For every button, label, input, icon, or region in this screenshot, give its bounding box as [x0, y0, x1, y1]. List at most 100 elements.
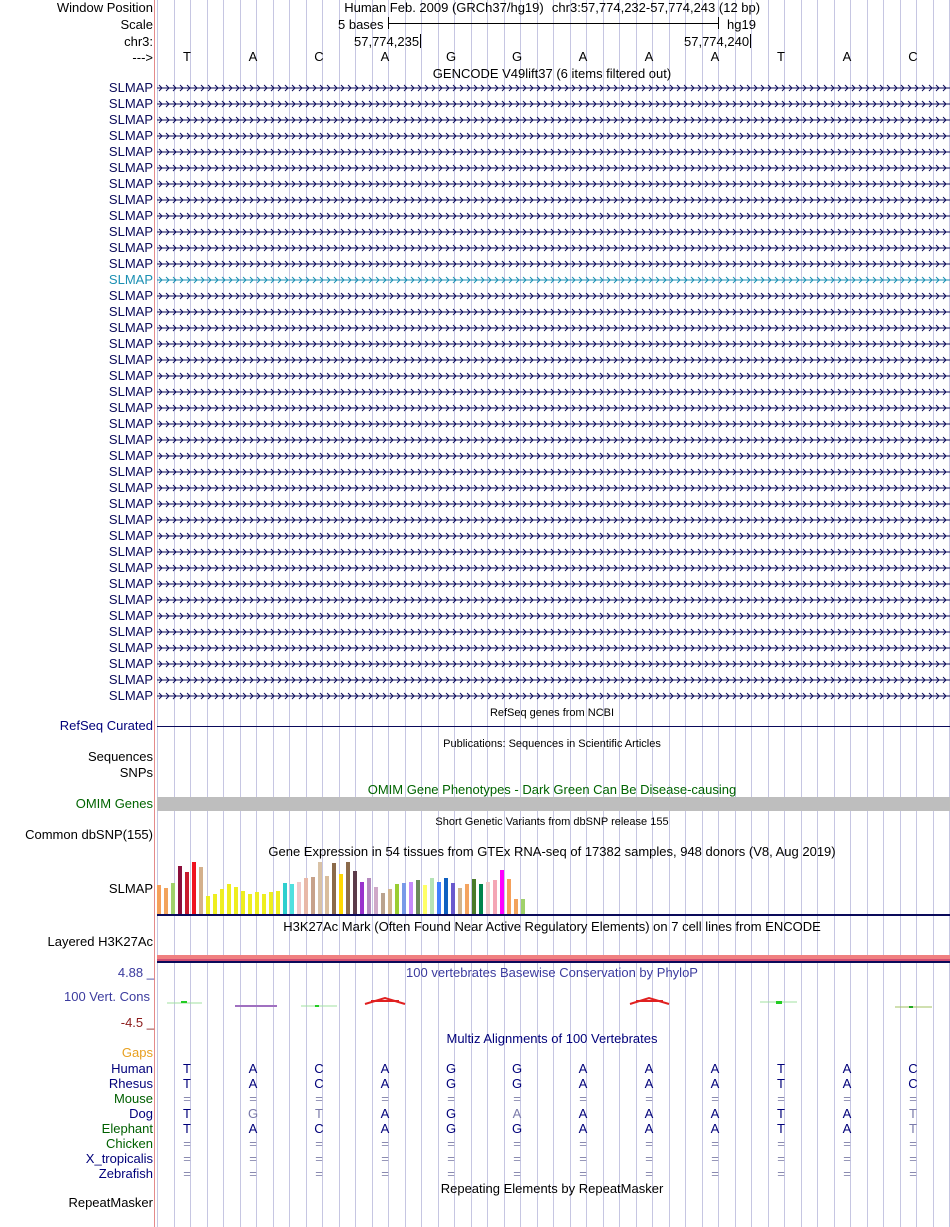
gene-transcript[interactable]: [157, 400, 950, 416]
gene-transcript[interactable]: [157, 528, 950, 544]
gene-label[interactable]: SLMAP: [108, 176, 153, 191]
gtex-tissue-bar[interactable]: [521, 899, 525, 915]
gene-label[interactable]: SLMAP: [108, 352, 153, 367]
gene-transcript[interactable]: [157, 432, 950, 448]
dbsnp-title[interactable]: Short Genetic Variants from dbSNP releas…: [435, 816, 669, 828]
gtex-tissue-bar[interactable]: [269, 892, 273, 915]
gene-transcript[interactable]: [157, 304, 950, 320]
gtex-tissue-bar[interactable]: [409, 882, 413, 915]
gene-transcript[interactable]: [157, 384, 950, 400]
gtex-tissue-bar[interactable]: [388, 889, 392, 915]
refseq-title[interactable]: RefSeq genes from NCBI: [489, 707, 615, 719]
gtex-tissue-bar[interactable]: [164, 888, 168, 915]
gtex-tissue-bar[interactable]: [472, 879, 476, 915]
gtex-tissue-bar[interactable]: [262, 894, 266, 915]
gene-label[interactable]: SLMAP: [108, 192, 153, 207]
omim-bar[interactable]: [157, 797, 950, 811]
gene-label[interactable]: SLMAP: [108, 160, 153, 175]
gtex-tissue-bar[interactable]: [276, 891, 280, 915]
gtex-tissue-bar[interactable]: [479, 884, 483, 915]
gtex-tissue-bar[interactable]: [395, 884, 399, 915]
gene-label[interactable]: SLMAP: [108, 96, 153, 111]
gene-label[interactable]: SLMAP: [108, 496, 153, 511]
h3k27ac-signal[interactable]: [157, 955, 950, 959]
species-label[interactable]: X_tropicalis: [85, 1151, 153, 1166]
gene-label[interactable]: SLMAP: [108, 384, 153, 399]
gtex-tissue-bar[interactable]: [255, 892, 259, 915]
gene-label[interactable]: SLMAP: [108, 688, 153, 703]
gtex-tissue-bar[interactable]: [297, 882, 301, 915]
gene-label[interactable]: SLMAP: [108, 304, 153, 319]
gene-label[interactable]: SLMAP: [108, 240, 153, 255]
gene-label[interactable]: SLMAP: [108, 80, 153, 95]
gene-label[interactable]: SLMAP: [108, 416, 153, 431]
gtex-tissue-bar[interactable]: [171, 883, 175, 915]
repeatmasker-label[interactable]: RepeatMasker: [68, 1195, 153, 1210]
gene-transcript[interactable]: [157, 272, 950, 288]
gtex-title[interactable]: Gene Expression in 54 tissues from GTEx …: [268, 844, 836, 859]
gene-label[interactable]: SLMAP: [108, 224, 153, 239]
gene-transcript[interactable]: [157, 480, 950, 496]
gene-transcript[interactable]: [157, 352, 950, 368]
gene-label[interactable]: SLMAP: [108, 432, 153, 447]
species-label[interactable]: Human: [111, 1061, 153, 1076]
gtex-tissue-bar[interactable]: [157, 885, 161, 915]
gene-transcript[interactable]: [157, 512, 950, 528]
sequences-label[interactable]: Sequences: [87, 749, 153, 764]
gene-transcript[interactable]: [157, 288, 950, 304]
gtex-tissue-bar[interactable]: [283, 883, 287, 915]
gene-label[interactable]: SLMAP: [108, 480, 153, 495]
gtex-tissue-bar[interactable]: [416, 880, 420, 915]
gene-label[interactable]: SLMAP: [108, 512, 153, 527]
gene-transcript[interactable]: [157, 192, 950, 208]
gene-transcript[interactable]: [157, 416, 950, 432]
gtex-tissue-bar[interactable]: [507, 879, 511, 915]
gtex-tissue-bar[interactable]: [206, 896, 210, 915]
repeatmasker-title[interactable]: Repeating Elements by RepeatMasker: [440, 1181, 664, 1196]
gtex-tissue-bar[interactable]: [486, 882, 490, 915]
gtex-tissue-bar[interactable]: [192, 862, 196, 915]
gene-transcript[interactable]: [157, 672, 950, 688]
gtex-tissue-bar[interactable]: [346, 862, 350, 915]
gene-label[interactable]: SLMAP: [108, 656, 153, 671]
gene-transcript[interactable]: [157, 624, 950, 640]
gene-transcript[interactable]: [157, 224, 950, 240]
gtex-tissue-bar[interactable]: [178, 866, 182, 915]
omim-label[interactable]: OMIM Genes: [75, 796, 153, 811]
gtex-tissue-bar[interactable]: [381, 893, 385, 915]
publications-title[interactable]: Publications: Sequences in Scientific Ar…: [443, 738, 661, 750]
gene-label[interactable]: SLMAP: [108, 336, 153, 351]
gene-transcript[interactable]: [157, 656, 950, 672]
gtex-tissue-bar[interactable]: [367, 878, 371, 915]
gene-label[interactable]: SLMAP: [108, 544, 153, 559]
gene-label[interactable]: SLMAP: [108, 400, 153, 415]
gtex-label[interactable]: SLMAP: [108, 881, 153, 896]
gene-transcript[interactable]: [157, 112, 950, 128]
species-label[interactable]: Rhesus: [108, 1076, 153, 1091]
gtex-tissue-bar[interactable]: [234, 887, 238, 915]
gene-label[interactable]: SLMAP: [108, 128, 153, 143]
gtex-tissue-bar[interactable]: [402, 883, 406, 915]
gtex-tissue-bar[interactable]: [311, 877, 315, 915]
gtex-tissue-bar[interactable]: [290, 884, 294, 915]
gene-transcript[interactable]: [157, 464, 950, 480]
gene-transcript[interactable]: [157, 560, 950, 576]
gtex-tissue-bar[interactable]: [227, 884, 231, 915]
gtex-tissue-bar[interactable]: [220, 889, 224, 915]
gene-label[interactable]: SLMAP: [108, 256, 153, 271]
species-label[interactable]: Dog: [129, 1106, 153, 1121]
gene-label[interactable]: SLMAP: [108, 624, 153, 639]
gene-label[interactable]: SLMAP: [108, 560, 153, 575]
gene-transcript[interactable]: [157, 256, 950, 272]
gene-label[interactable]: SLMAP: [108, 208, 153, 223]
gene-transcript[interactable]: [157, 208, 950, 224]
gene-transcript[interactable]: [157, 160, 950, 176]
gene-label[interactable]: SLMAP: [108, 464, 153, 479]
gene-transcript[interactable]: [157, 368, 950, 384]
gtex-tissue-bar[interactable]: [199, 867, 203, 915]
gtex-tissue-bar[interactable]: [514, 899, 518, 915]
gtex-tissue-bar[interactable]: [437, 882, 441, 915]
gtex-tissue-bar[interactable]: [318, 862, 322, 915]
gene-transcript[interactable]: [157, 240, 950, 256]
gene-transcript[interactable]: [157, 688, 950, 704]
